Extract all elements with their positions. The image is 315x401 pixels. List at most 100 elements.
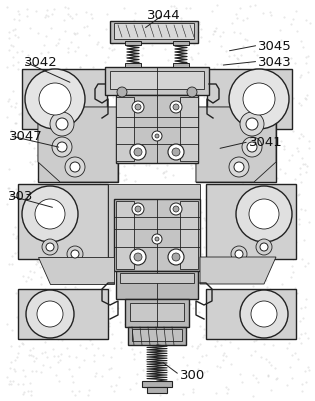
Point [161,277,166,283]
Point [254,375,259,382]
Point [118,339,123,346]
Point [149,233,154,240]
Point [171,221,176,227]
Bar [120,273,194,283]
Point [61,128,66,135]
Point [112,117,117,123]
Point [123,274,128,280]
Point [30,328,35,335]
Point [9,128,14,135]
Point [245,190,250,196]
Point [165,162,170,169]
Point [275,74,280,81]
Point [42,43,47,49]
Point [249,300,254,306]
Bar [180,98,198,162]
Point [301,161,306,167]
Point [203,196,209,203]
Point [72,85,77,91]
Point [178,239,183,245]
Circle shape [71,250,79,258]
Bar [206,289,296,339]
Point [5,201,10,208]
Point [152,187,158,193]
Point [6,185,11,191]
Point [202,369,207,375]
Point [154,235,159,241]
Point [6,30,11,36]
Polygon shape [38,257,114,284]
Point [172,288,177,295]
Point [88,214,93,221]
Point [26,52,31,59]
Point [295,146,300,152]
Point [244,126,249,132]
Point [71,100,76,106]
Point [140,306,145,312]
Point [23,315,28,321]
Point [25,14,30,20]
Circle shape [25,70,85,130]
Point [266,332,271,338]
Point [33,61,38,68]
Circle shape [130,249,146,265]
Bar [110,22,198,44]
Point [255,289,260,295]
Point [136,43,141,49]
Point [225,196,230,203]
Point [44,8,49,14]
Point [285,93,290,100]
Point [169,321,175,328]
Point [305,335,310,341]
Point [89,16,94,22]
Point [268,205,273,211]
Point [246,256,251,262]
Point [215,160,220,166]
Point [65,345,70,351]
Point [215,3,220,10]
Point [246,116,251,123]
Point [59,84,64,90]
Point [63,268,68,274]
Point [229,200,234,206]
Point [247,213,252,219]
Point [263,206,268,212]
Point [54,67,59,74]
Point [266,318,271,325]
Point [301,237,306,243]
Point [290,187,295,194]
Point [180,391,185,397]
Circle shape [135,207,141,213]
Point [225,196,230,202]
Point [18,309,23,316]
Point [39,281,44,287]
Point [42,348,47,355]
Point [269,288,274,294]
Point [41,206,46,213]
Point [33,159,38,165]
Point [232,30,237,36]
Point [63,223,68,229]
Point [243,262,248,268]
Point [100,247,105,253]
Point [143,163,148,169]
Bar [114,200,200,271]
Point [306,146,312,152]
Point [43,339,48,345]
Point [235,16,240,22]
Point [117,247,122,253]
Point [209,223,214,229]
Point [239,220,244,227]
Point [143,309,148,315]
Point [263,194,268,200]
Point [6,35,11,42]
Point [304,55,309,61]
Point [40,79,45,85]
Point [206,82,211,88]
Point [140,46,145,53]
Point [268,87,273,94]
Point [81,261,86,267]
Point [35,134,40,141]
Circle shape [249,200,279,229]
Point [146,323,151,330]
